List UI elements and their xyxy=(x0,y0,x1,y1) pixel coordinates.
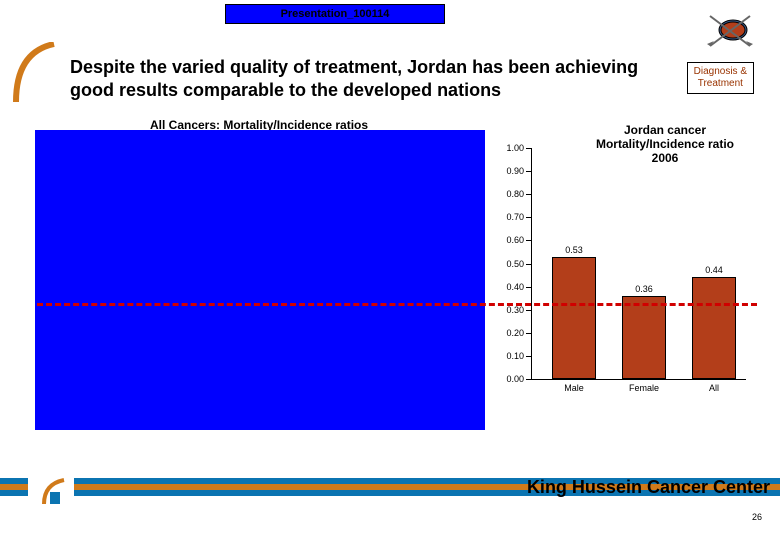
x-axis-line xyxy=(531,379,746,380)
corner-decor-icon xyxy=(705,8,755,53)
logo-arc-icon xyxy=(6,42,56,112)
slide-headline: Despite the varied quality of treatment,… xyxy=(70,56,670,101)
rtitle-l1: Jordan cancer xyxy=(624,123,706,137)
y-axis-line xyxy=(531,148,532,379)
y-tick-label: 0.30 xyxy=(490,305,524,315)
presentation-title-bar: Presentation_100114 xyxy=(225,4,445,24)
slide-number: 26 xyxy=(752,512,762,522)
y-tick-label: 0.10 xyxy=(490,351,524,361)
y-tick-mark xyxy=(526,379,531,380)
reference-dash-line xyxy=(37,303,757,306)
bar-all xyxy=(692,277,736,379)
y-tick-mark xyxy=(526,310,531,311)
x-category-label: Male xyxy=(544,383,604,393)
bar-value-label: 0.53 xyxy=(552,245,596,255)
tag-line2: Treatment xyxy=(698,78,743,89)
y-tick-label: 0.70 xyxy=(490,212,524,222)
y-tick-label: 0.50 xyxy=(490,259,524,269)
footer-org-name: King Hussein Cancer Center xyxy=(527,477,770,498)
y-tick-label: 0.60 xyxy=(490,235,524,245)
footer-logo-icon xyxy=(38,478,68,508)
bar-value-label: 0.36 xyxy=(622,284,666,294)
y-tick-label: 1.00 xyxy=(490,143,524,153)
y-tick-mark xyxy=(526,240,531,241)
bar-value-label: 0.44 xyxy=(692,265,736,275)
presentation-title: Presentation_100114 xyxy=(281,8,390,20)
bar-male xyxy=(552,257,596,379)
x-category-label: Female xyxy=(614,383,674,393)
y-tick-mark xyxy=(526,333,531,334)
right-bar-chart: Jordan cancer Mortality/Incidence ratio … xyxy=(490,124,762,424)
y-tick-mark xyxy=(526,217,531,218)
y-tick-mark xyxy=(526,194,531,195)
y-tick-mark xyxy=(526,171,531,172)
y-tick-label: 0.00 xyxy=(490,374,524,384)
chart-axis-area: 0.00 0.10 0.20 0.30 0.40 0.50 0.60 0.70 0.80 0.90… xyxy=(490,148,750,398)
y-tick-label: 0.20 xyxy=(490,328,524,338)
y-tick-mark xyxy=(526,287,531,288)
y-tick-mark xyxy=(526,148,531,149)
y-tick-label: 0.40 xyxy=(490,282,524,292)
y-tick-label: 0.80 xyxy=(490,189,524,199)
section-tag: Diagnosis & Treatment xyxy=(687,62,754,94)
y-tick-label: 0.90 xyxy=(490,166,524,176)
bar-female xyxy=(622,296,666,379)
x-category-label: All xyxy=(684,383,744,393)
y-tick-mark xyxy=(526,356,531,357)
y-tick-mark xyxy=(526,264,531,265)
tag-line1: Diagnosis & xyxy=(694,66,747,77)
left-chart-placeholder xyxy=(35,130,485,430)
